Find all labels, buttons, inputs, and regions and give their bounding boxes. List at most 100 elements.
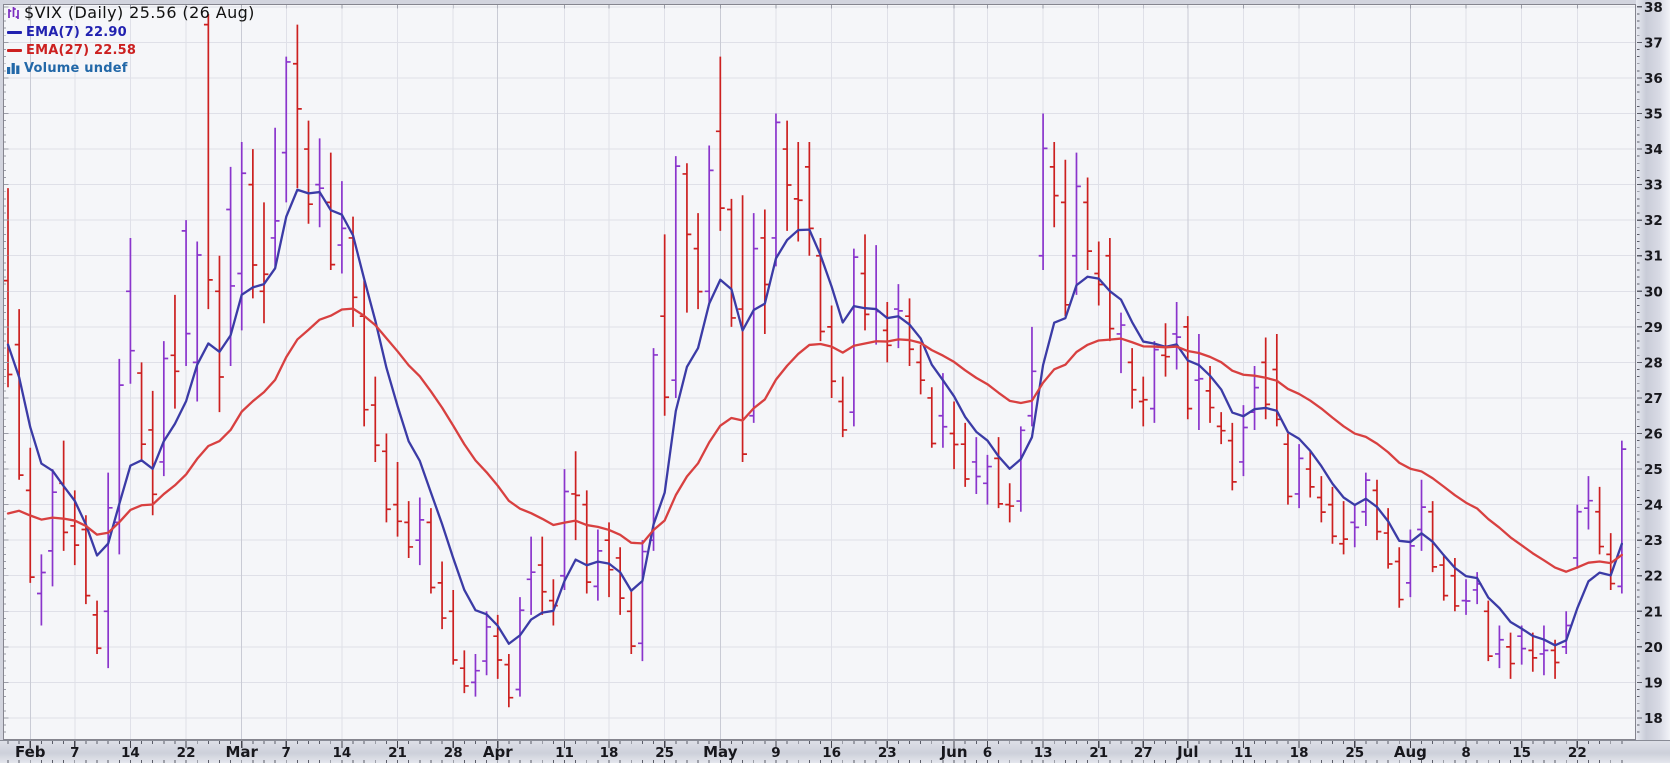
ohlc-bar <box>36 554 46 626</box>
ohlc-bar <box>1205 365 1215 423</box>
ohlc-bar <box>1083 177 1093 270</box>
ohlc-bar <box>1127 348 1137 409</box>
ohlc-bar <box>148 390 158 516</box>
ohlc-bar <box>604 522 614 598</box>
plot-border <box>3 4 1636 740</box>
ohlc-bar <box>1483 600 1493 662</box>
ohlc-bar <box>927 387 937 448</box>
ohlc-bar <box>359 280 369 427</box>
ohlc-bar <box>137 362 146 462</box>
ohlc-bar <box>882 301 892 363</box>
ohlc-bar <box>192 241 202 402</box>
ohlc-bar <box>1116 312 1126 374</box>
ohlc-bars <box>3 13 1627 708</box>
ohlc-bar <box>983 454 992 505</box>
ohlc-bar <box>916 344 926 395</box>
ema7-line <box>6 188 1623 647</box>
ohlc-bar <box>971 437 981 494</box>
ohlc-bar <box>1472 572 1482 605</box>
ohlc-bar <box>1105 237 1115 342</box>
ohlc-bar <box>70 490 80 566</box>
ohlc-bar <box>1606 533 1616 590</box>
ohlc-bar <box>59 440 69 551</box>
ohlc-bar <box>181 220 191 366</box>
ohlc-bar <box>693 213 703 310</box>
ohlc-bar <box>1461 579 1471 615</box>
legend-volume-label: Volume undef <box>24 61 128 76</box>
border-ticks <box>4 5 1578 733</box>
chart-title-row: $VIX (Daily) 25.56 (26 Aug) <box>7 3 255 22</box>
ohlc-bar <box>905 298 914 366</box>
ohlc-bar <box>1528 632 1538 672</box>
ohlc-bar <box>1038 113 1048 270</box>
ohlc-bar <box>482 611 491 676</box>
ohlc-bar <box>1572 504 1582 569</box>
ohlc-bar <box>1316 476 1326 523</box>
ohlc-bar <box>593 529 603 601</box>
ohlc-bar <box>760 209 770 334</box>
ohlc-bar <box>560 469 569 590</box>
ohlc-bar <box>248 149 258 299</box>
ohlc-bar <box>548 579 558 626</box>
ohlc-bar <box>159 341 169 477</box>
horizontal-gridlines <box>4 6 1635 719</box>
ohlc-bar <box>459 650 469 694</box>
ohlc-bar <box>860 234 870 331</box>
ohlc-bar <box>1138 376 1148 427</box>
ohlc-bar <box>493 614 503 679</box>
ohlc-bar <box>1049 141 1059 228</box>
ohlc-bar <box>638 540 647 662</box>
ohlc-bar <box>92 600 102 654</box>
ohlc-bar <box>1216 412 1226 445</box>
ohlc-bar <box>426 508 436 594</box>
ohlc-bar <box>1394 547 1404 608</box>
ohlc-bar <box>838 376 848 438</box>
ohlc-bar <box>281 56 291 203</box>
ohlc-bar <box>626 589 636 654</box>
ema27-line <box>6 307 1623 573</box>
ohlc-bar <box>949 401 959 470</box>
ohlc-bar <box>337 181 347 274</box>
ohlc-bar <box>571 451 581 541</box>
ohlc-bar <box>1350 504 1360 548</box>
ohlc-bar <box>471 653 480 697</box>
ohlc-bar <box>348 216 358 327</box>
ohlc-bar <box>1016 426 1026 512</box>
ohlc-bar <box>1372 479 1382 541</box>
ohlc-bar <box>1072 152 1081 295</box>
ohlc-bar <box>1506 632 1515 679</box>
ohlc-bar <box>715 56 725 231</box>
ohlc-bar <box>1305 451 1315 498</box>
ohlc-bar <box>827 305 837 398</box>
ohlc-bar <box>1172 301 1182 370</box>
ohlc-bar <box>504 653 514 708</box>
ohlc-bar <box>1495 625 1504 669</box>
ema27-swatch <box>7 49 22 52</box>
ohlc-bar <box>1439 554 1449 601</box>
legend-item-volume: Volume undef <box>7 61 255 76</box>
x-axis-strip <box>0 740 1670 763</box>
ohlc-bar <box>871 245 881 345</box>
ohlc-bar <box>1405 529 1415 598</box>
ohlc-bar <box>370 376 380 462</box>
ohlc-bar <box>48 469 57 587</box>
ohlc-bar <box>1539 625 1549 676</box>
plot-background <box>3 4 1636 740</box>
ohlc-bar <box>1339 501 1348 555</box>
ohlc-bar <box>1005 483 1015 523</box>
ohlc-bar <box>782 120 792 231</box>
ohlc-bar <box>537 536 547 615</box>
ohlc-bar <box>1094 241 1104 306</box>
ohlc-bar <box>649 348 658 551</box>
ohlc-bar <box>1272 333 1282 427</box>
ohlc-bar <box>994 437 1003 509</box>
ohlc-bar <box>1183 316 1193 420</box>
ohlc-bar <box>738 195 747 462</box>
ohlc-bar <box>1227 422 1237 491</box>
ohlc-bar <box>315 138 325 228</box>
ohlc-bar <box>515 597 525 697</box>
ohlc-bar <box>771 113 781 267</box>
ema7-swatch <box>7 31 22 34</box>
